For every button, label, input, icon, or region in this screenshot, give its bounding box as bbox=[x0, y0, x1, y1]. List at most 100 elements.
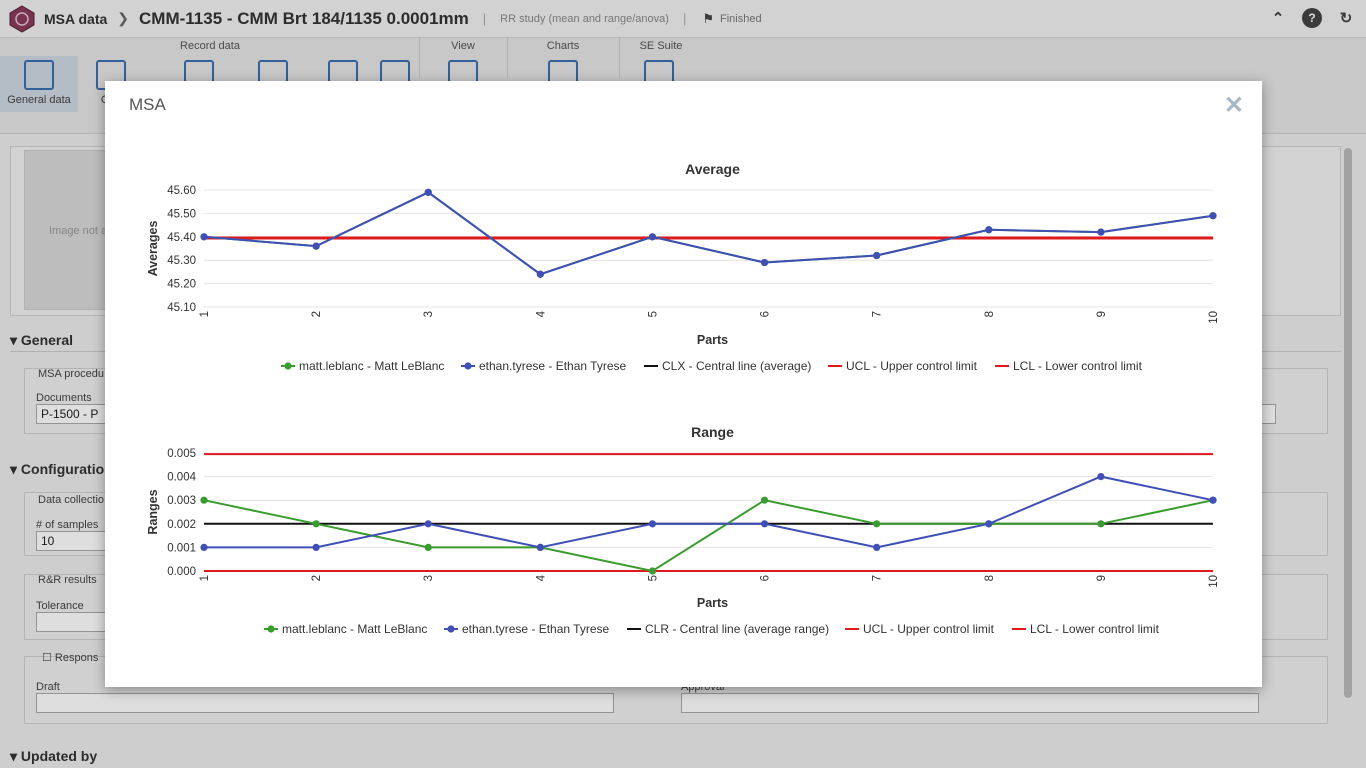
x-axis-label: Parts bbox=[697, 333, 728, 347]
samples-label: # of samples bbox=[36, 519, 99, 531]
y-tick-label: 45.50 bbox=[167, 208, 196, 220]
x-tick-label: 1 bbox=[199, 575, 211, 581]
draft-label: Draft bbox=[36, 681, 60, 693]
data-point bbox=[1209, 212, 1217, 220]
data-point bbox=[312, 242, 320, 250]
data-point bbox=[312, 520, 320, 528]
x-tick-label: 4 bbox=[535, 574, 547, 581]
data-point bbox=[424, 543, 432, 551]
y-axis-label: Ranges bbox=[146, 489, 160, 534]
data-point bbox=[200, 496, 208, 504]
y-tick-label: 45.40 bbox=[167, 232, 196, 244]
samples-field[interactable]: 10 bbox=[36, 531, 116, 551]
chart-title: Range bbox=[691, 424, 734, 440]
legend-marker bbox=[464, 362, 472, 370]
x-tick-label: 7 bbox=[872, 575, 884, 581]
legend-entry: ethan.tyrese - Ethan Tyrese bbox=[479, 359, 627, 373]
x-tick-label: 5 bbox=[647, 311, 659, 317]
y-tick-label: 45.30 bbox=[167, 255, 196, 267]
y-tick-label: 0.004 bbox=[167, 472, 196, 484]
modal-title: MSA bbox=[129, 95, 166, 114]
data-point bbox=[648, 233, 657, 241]
ribbon-group-record-data: Record data bbox=[180, 40, 240, 52]
status-text: Finished bbox=[719, 12, 762, 25]
x-tick-label: 9 bbox=[1096, 575, 1108, 581]
x-tick-label: 2 bbox=[311, 311, 323, 317]
x-tick-label: 5 bbox=[647, 575, 659, 581]
divider bbox=[619, 38, 620, 78]
x-tick-label: 3 bbox=[423, 575, 435, 581]
responsible-label: Respons bbox=[54, 652, 99, 664]
y-axis-label: Averages bbox=[146, 221, 160, 277]
data-point bbox=[200, 233, 208, 241]
data-point bbox=[760, 258, 769, 267]
section-configuration[interactable]: ▾ Configuratio bbox=[10, 461, 105, 477]
ribbon-group-view: View bbox=[451, 40, 475, 52]
legend-entry: CLR - Central line (average range) bbox=[645, 622, 829, 636]
data-point bbox=[760, 496, 769, 504]
data-collection-label: Data collectio bbox=[38, 494, 105, 506]
y-tick-label: 45.10 bbox=[167, 302, 196, 314]
legend-entry: LCL - Lower control limit bbox=[1030, 622, 1160, 636]
data-point bbox=[312, 543, 320, 551]
page-scrollbar[interactable] bbox=[1344, 148, 1352, 698]
divider bbox=[507, 38, 508, 78]
x-tick-label: 7 bbox=[872, 311, 884, 317]
x-axis-label: Parts bbox=[697, 596, 728, 610]
refresh-icon[interactable]: ↻ bbox=[1339, 10, 1353, 27]
app-name[interactable]: MSA data bbox=[44, 10, 108, 27]
responsible-checkbox-label[interactable]: ☐ Respons bbox=[42, 652, 99, 664]
image-placeholder-text: Image not a bbox=[49, 225, 108, 237]
y-tick-label: 0.005 bbox=[167, 448, 196, 460]
data-point bbox=[873, 251, 881, 260]
data-point bbox=[536, 543, 544, 551]
section-updated-by[interactable]: ▾ Updated by bbox=[10, 748, 98, 764]
x-tick-label: 10 bbox=[1208, 311, 1220, 324]
section-general-label: General bbox=[20, 332, 74, 348]
data-point bbox=[648, 520, 657, 528]
documents-label: Documents bbox=[36, 392, 92, 404]
separator: | bbox=[682, 11, 687, 26]
general-data-label: General data bbox=[7, 94, 71, 106]
msa-procedure-label: MSA procedu bbox=[38, 368, 105, 380]
section-general[interactable]: ▾ General bbox=[10, 332, 74, 348]
y-tick-label: 45.20 bbox=[167, 279, 196, 291]
x-tick-label: 1 bbox=[199, 311, 211, 317]
study-type: RR study (mean and range/anova) bbox=[500, 12, 669, 25]
x-tick-label: 8 bbox=[984, 311, 996, 317]
msa-modal: MSA ✕ Average 45.10 45.20 45.30 45.40 45.50 45… bbox=[105, 81, 1262, 687]
section-configuration-label: Configuratio bbox=[20, 461, 105, 477]
legend-entry: matt.leblanc - Matt LeBlanc bbox=[282, 622, 427, 636]
data-point bbox=[424, 520, 432, 528]
y-tick-label: 0.003 bbox=[167, 495, 196, 507]
help-icon[interactable]: ? bbox=[1302, 8, 1322, 28]
separator: | bbox=[482, 11, 487, 26]
x-tick-label: 6 bbox=[760, 311, 772, 317]
app-header: MSA data ❯ CMM-1135 - CMM Brt 184/1135 0… bbox=[0, 0, 1366, 38]
data-point bbox=[648, 567, 657, 575]
approval-select[interactable] bbox=[681, 693, 1259, 713]
legend-entry: CLX - Central line (average) bbox=[662, 359, 811, 373]
y-tick-label: 0.000 bbox=[167, 566, 196, 578]
data-point bbox=[200, 543, 208, 551]
legend-entry: LCL - Lower control limit bbox=[1013, 359, 1143, 373]
legend-entry: matt.leblanc - Matt LeBlanc bbox=[299, 359, 444, 373]
series-line bbox=[203, 191, 1214, 276]
close-icon[interactable]: ✕ bbox=[1223, 92, 1244, 119]
data-point bbox=[1097, 473, 1105, 481]
collapse-up-icon[interactable]: ⌃ bbox=[1271, 10, 1285, 27]
data-point bbox=[760, 520, 769, 528]
tolerance-label: Tolerance bbox=[36, 600, 84, 612]
x-tick-label: 9 bbox=[1096, 311, 1108, 317]
series-line bbox=[203, 499, 1214, 573]
data-point bbox=[424, 188, 432, 196]
legend-entry: ethan.tyrese - Ethan Tyrese bbox=[462, 622, 610, 636]
draft-select[interactable] bbox=[36, 693, 614, 713]
series-line bbox=[203, 191, 1214, 276]
ribbon-group-charts: Charts bbox=[546, 40, 580, 52]
legend-marker bbox=[284, 362, 292, 370]
data-point bbox=[873, 543, 881, 551]
header-actions: ⌃ ? ↻ bbox=[1268, 8, 1356, 28]
data-point bbox=[536, 270, 544, 278]
general-data-button[interactable]: General data bbox=[0, 56, 78, 112]
